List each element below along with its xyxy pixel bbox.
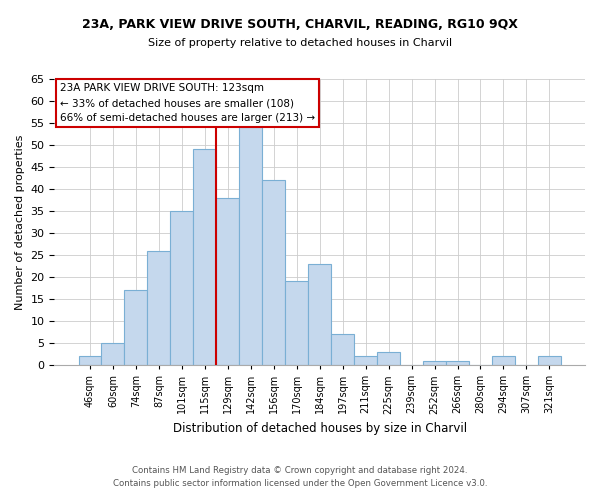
Bar bbox=[101, 343, 124, 365]
Bar bbox=[377, 352, 400, 365]
Text: 23A, PARK VIEW DRIVE SOUTH, CHARVIL, READING, RG10 9QX: 23A, PARK VIEW DRIVE SOUTH, CHARVIL, REA… bbox=[82, 18, 518, 30]
Bar bbox=[262, 180, 285, 365]
Bar bbox=[538, 356, 561, 365]
Text: Contains HM Land Registry data © Crown copyright and database right 2024.
Contai: Contains HM Land Registry data © Crown c… bbox=[113, 466, 487, 487]
Bar bbox=[124, 290, 148, 365]
Bar bbox=[239, 128, 262, 365]
Y-axis label: Number of detached properties: Number of detached properties bbox=[15, 134, 25, 310]
Bar bbox=[354, 356, 377, 365]
Bar bbox=[285, 282, 308, 365]
Bar bbox=[423, 360, 446, 365]
Bar bbox=[79, 356, 101, 365]
X-axis label: Distribution of detached houses by size in Charvil: Distribution of detached houses by size … bbox=[173, 422, 467, 435]
Bar bbox=[148, 250, 170, 365]
Bar bbox=[217, 198, 239, 365]
Bar bbox=[331, 334, 354, 365]
Bar bbox=[308, 264, 331, 365]
Bar bbox=[446, 360, 469, 365]
Bar bbox=[492, 356, 515, 365]
Bar bbox=[170, 211, 193, 365]
Bar bbox=[193, 150, 217, 365]
Text: Size of property relative to detached houses in Charvil: Size of property relative to detached ho… bbox=[148, 38, 452, 48]
Text: 23A PARK VIEW DRIVE SOUTH: 123sqm
← 33% of detached houses are smaller (108)
66%: 23A PARK VIEW DRIVE SOUTH: 123sqm ← 33% … bbox=[60, 84, 315, 123]
